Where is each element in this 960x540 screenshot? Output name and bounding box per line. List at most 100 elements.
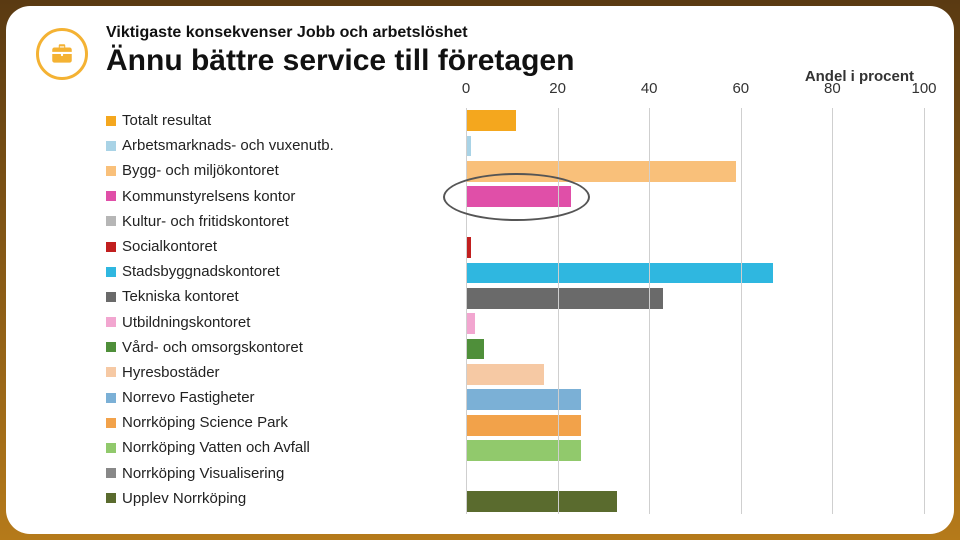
bar [466, 161, 736, 182]
subtitle: Viktigaste konsekvenser Jobb och arbetsl… [106, 24, 924, 42]
legend-label: Bygg- och miljökontoret [122, 158, 279, 183]
legend-item: Utbildningskontoret [106, 310, 456, 335]
legend-item: Upplev Norrköping [106, 486, 456, 511]
bar-row [466, 438, 924, 463]
gridline [649, 108, 650, 514]
bar-row [466, 260, 924, 285]
legend-label: Totalt resultat [122, 108, 211, 133]
bar [466, 186, 571, 207]
legend-swatch [106, 292, 116, 302]
gridline [466, 108, 467, 514]
bar-row [466, 387, 924, 412]
bar [466, 440, 581, 461]
briefcase-icon [36, 28, 88, 80]
legend-swatch [106, 317, 116, 327]
slide-background: Viktigaste konsekvenser Jobb och arbetsl… [0, 0, 960, 540]
bar [466, 263, 773, 284]
legend-label: Stadsbyggnadskontoret [122, 259, 280, 284]
bar-row [466, 336, 924, 361]
legend-item: Kultur- och fritidskontoret [106, 209, 456, 234]
legend-swatch [106, 166, 116, 176]
bar [466, 491, 617, 512]
legend-swatch [106, 418, 116, 428]
legend-item: Arbetsmarknads- och vuxenutb. [106, 133, 456, 158]
legend-swatch [106, 216, 116, 226]
legend-item: Norrköping Science Park [106, 410, 456, 435]
legend-item: Hyresbostäder [106, 360, 456, 385]
x-tick: 60 [732, 80, 749, 97]
gridline [558, 108, 559, 514]
legend-label: Socialkontoret [122, 234, 217, 259]
legend-swatch [106, 393, 116, 403]
legend-label: Norrköping Vatten och Avfall [122, 435, 310, 460]
legend-swatch [106, 367, 116, 377]
legend-label: Norrevo Fastigheter [122, 385, 255, 410]
legend-swatch [106, 116, 116, 126]
x-axis-ticks: 020406080100 [466, 80, 924, 100]
page-title: Ännu bättre service till företagen [106, 44, 924, 78]
legend-swatch [106, 242, 116, 252]
gridline [924, 108, 925, 514]
bar-row [466, 235, 924, 260]
bar [466, 313, 475, 334]
legend-swatch [106, 443, 116, 453]
bar-row [466, 159, 924, 184]
x-tick: 80 [824, 80, 841, 97]
legend-swatch [106, 191, 116, 201]
legend-item: Vård- och omsorgskontoret [106, 335, 456, 360]
legend-swatch [106, 141, 116, 151]
legend-item: Totalt resultat [106, 108, 456, 133]
legend-label: Kommunstyrelsens kontor [122, 184, 295, 209]
gridline [741, 108, 742, 514]
x-tick: 40 [641, 80, 658, 97]
legend-item: Norrköping Vatten och Avfall [106, 435, 456, 460]
header: Viktigaste konsekvenser Jobb och arbetsl… [36, 24, 924, 80]
bar-row [466, 184, 924, 209]
bar-row [466, 108, 924, 133]
bars-container [466, 108, 924, 514]
plot-area [466, 108, 924, 514]
bar [466, 415, 581, 436]
legend-label: Hyresbostäder [122, 360, 220, 385]
bar-row [466, 489, 924, 514]
legend: Totalt resultatArbetsmarknads- och vuxen… [106, 108, 456, 514]
bar-row [466, 362, 924, 387]
legend-label: Arbetsmarknads- och vuxenutb. [122, 133, 334, 158]
bar [466, 288, 663, 309]
bar-row [466, 413, 924, 438]
bar [466, 110, 516, 131]
legend-label: Upplev Norrköping [122, 486, 246, 511]
legend-swatch [106, 468, 116, 478]
legend-label: Tekniska kontoret [122, 284, 239, 309]
bar [466, 389, 581, 410]
legend-swatch [106, 267, 116, 277]
legend-item: Socialkontoret [106, 234, 456, 259]
legend-label: Norrköping Science Park [122, 410, 288, 435]
content-card: Viktigaste konsekvenser Jobb och arbetsl… [6, 6, 954, 534]
bar-row [466, 133, 924, 158]
x-tick: 100 [911, 80, 936, 97]
bar [466, 339, 484, 360]
legend-item: Tekniska kontoret [106, 284, 456, 309]
legend-swatch [106, 342, 116, 352]
legend-item: Norrköping Visualisering [106, 461, 456, 486]
bar-row [466, 311, 924, 336]
legend-item: Kommunstyrelsens kontor [106, 184, 456, 209]
legend-label: Utbildningskontoret [122, 310, 250, 335]
x-tick: 0 [462, 80, 470, 97]
legend-item: Bygg- och miljökontoret [106, 158, 456, 183]
titles: Viktigaste konsekvenser Jobb och arbetsl… [106, 24, 924, 78]
legend-label: Vård- och omsorgskontoret [122, 335, 303, 360]
legend-label: Norrköping Visualisering [122, 461, 284, 486]
legend-swatch [106, 493, 116, 503]
legend-item: Norrevo Fastigheter [106, 385, 456, 410]
bar-row [466, 210, 924, 235]
gridline [832, 108, 833, 514]
legend-label: Kultur- och fritidskontoret [122, 209, 289, 234]
bar-row [466, 286, 924, 311]
bar-chart: 020406080100 [466, 86, 924, 514]
bar [466, 364, 544, 385]
legend-item: Stadsbyggnadskontoret [106, 259, 456, 284]
bar-row [466, 463, 924, 488]
x-tick: 20 [549, 80, 566, 97]
